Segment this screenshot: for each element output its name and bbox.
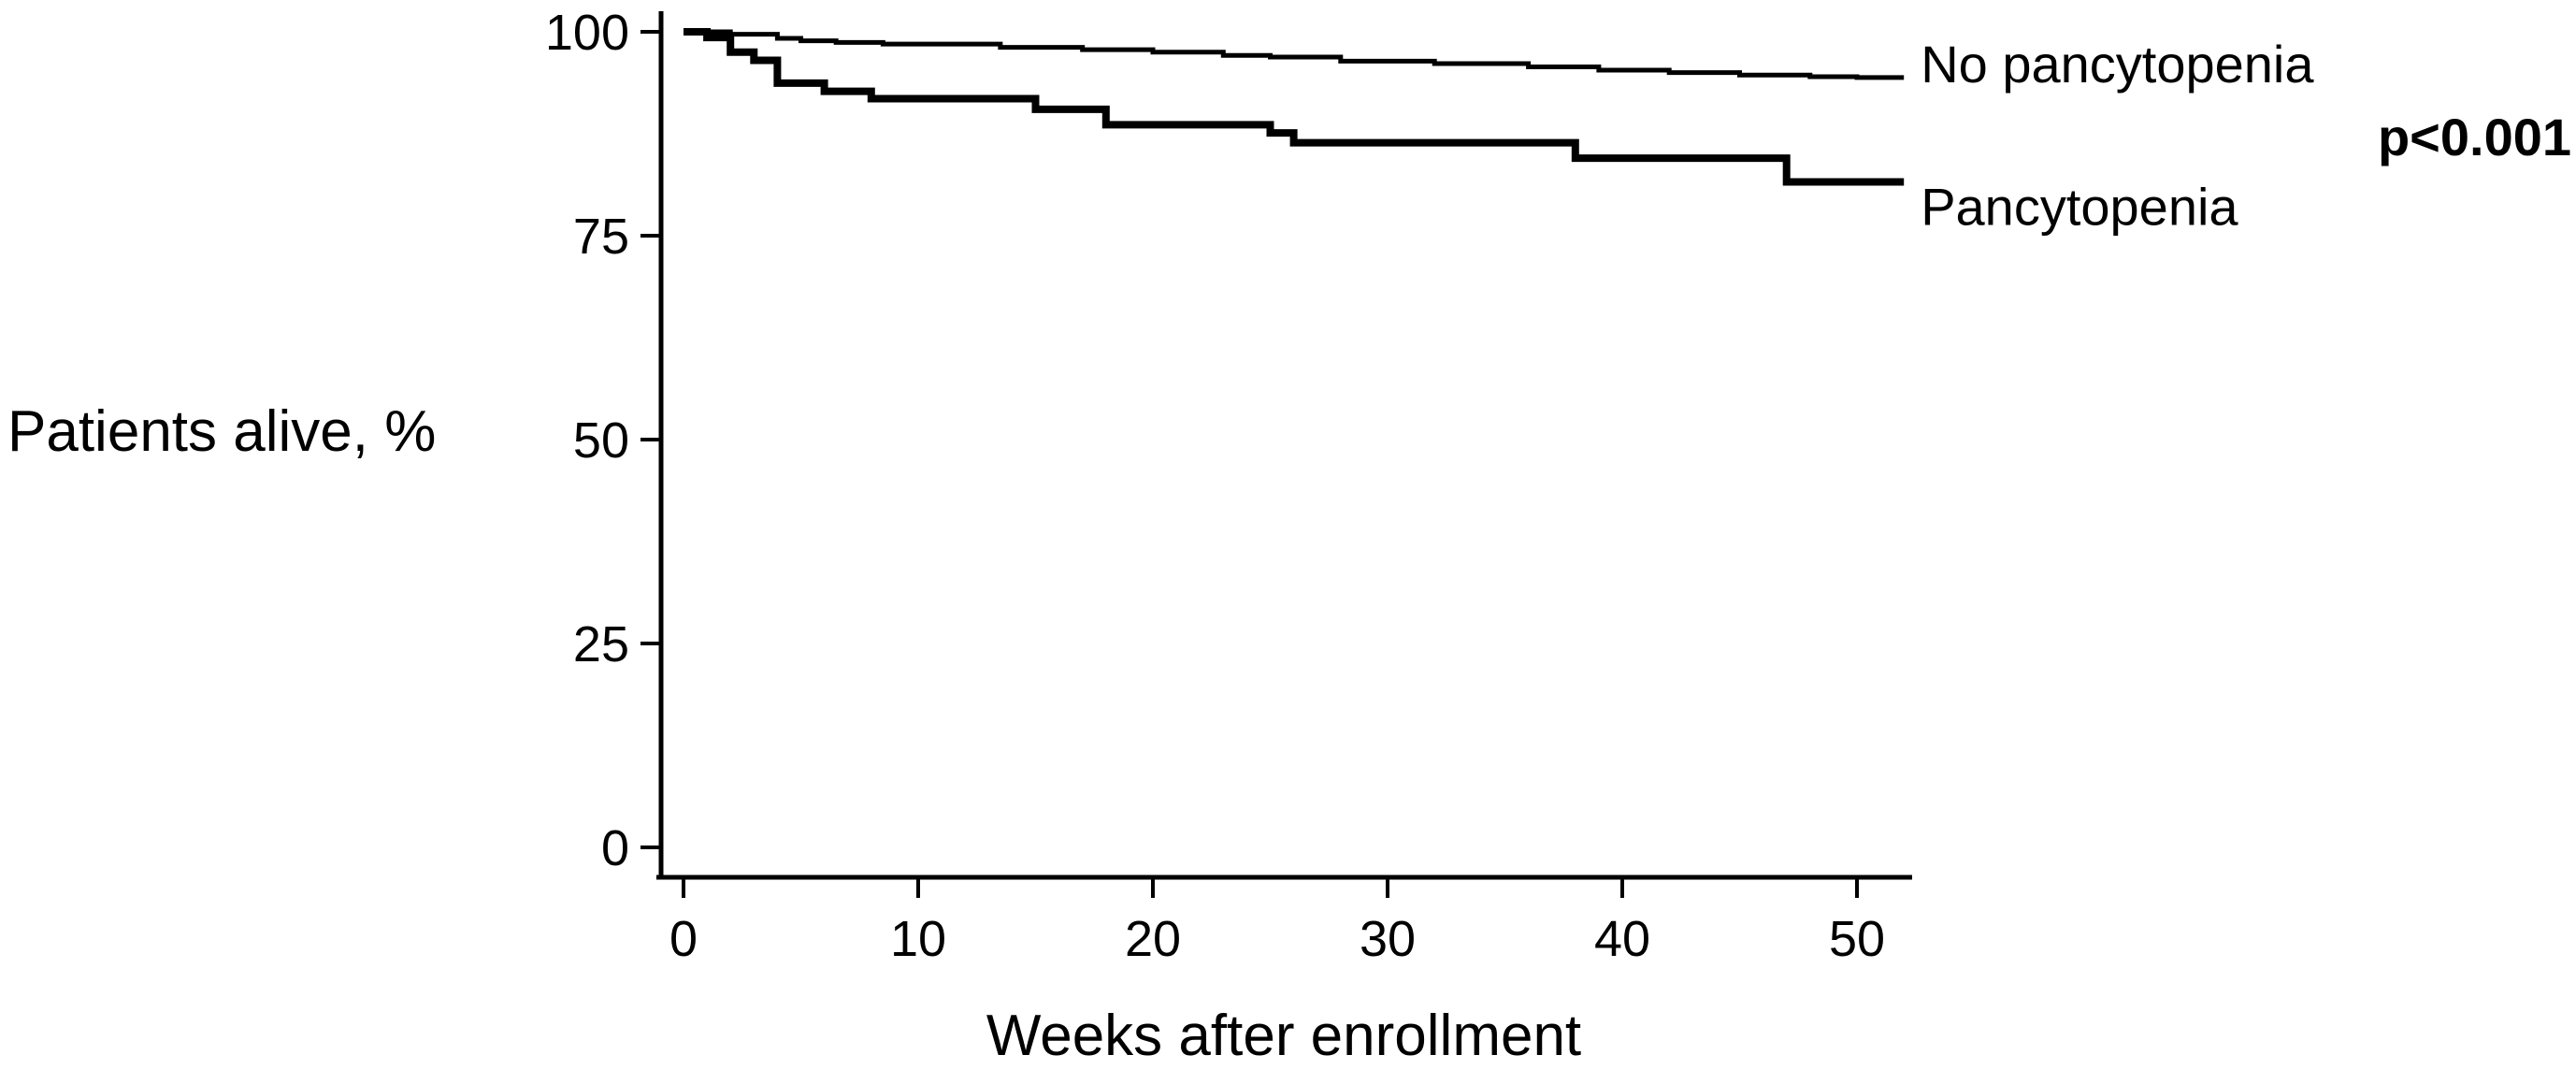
series-label-pancytopenia: Pancytopenia [1921,177,2238,236]
x-tick-label: 50 [1829,911,1885,967]
curve-no-pancytopenia [684,29,1905,80]
series-end-labels: No pancytopenia Pancytopenia [1921,35,2314,237]
y-tick-label: 75 [573,209,629,265]
x-tick-labels: 0 10 20 30 40 50 [669,911,1885,967]
x-tick-label: 10 [890,911,946,967]
x-tick-label: 20 [1125,911,1181,967]
y-tick-label: 100 [545,5,629,61]
series-label-no-pancytopenia: No pancytopenia [1921,35,2314,94]
x-tick-label: 40 [1594,911,1650,967]
y-tick-labels: 100 75 50 25 0 [545,5,629,876]
x-tick-label: 30 [1360,911,1416,967]
x-tick-marks [682,877,1859,898]
y-tick-label: 0 [601,820,629,876]
y-axis-title: Patients alive, % [7,399,436,464]
y-tick-label: 25 [573,616,629,672]
y-tick-label: 50 [573,412,629,469]
x-axis-title: Weeks after enrollment [986,1004,1581,1068]
p-value-annotation: p<0.001 [2378,108,2571,166]
survival-curves [684,28,1905,186]
x-tick-label: 0 [669,911,698,967]
curve-pancytopenia [684,28,1905,186]
y-tick-marks [640,30,661,849]
axes [640,11,1912,898]
